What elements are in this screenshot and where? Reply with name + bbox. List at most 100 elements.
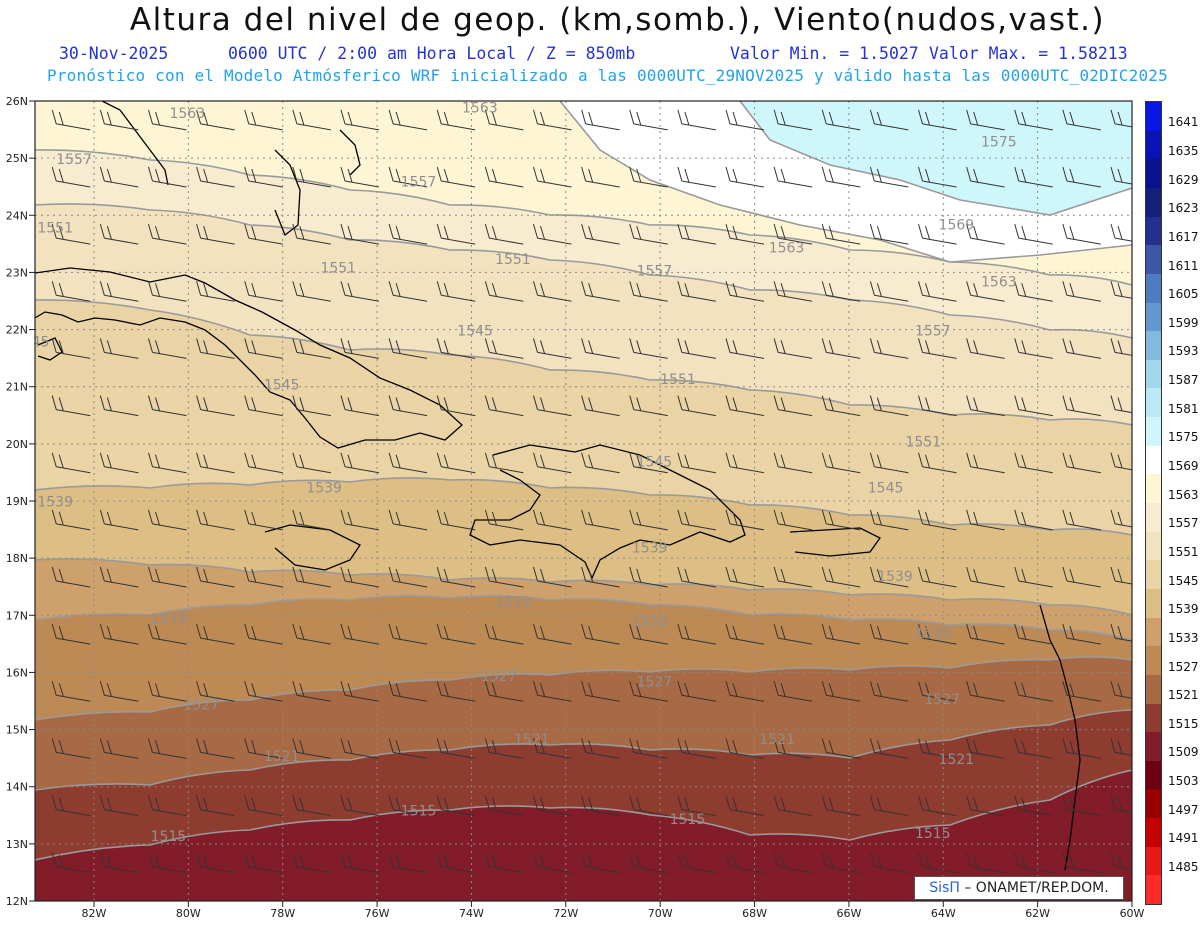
wind-barb: [340, 109, 380, 131]
legend-label: 1641: [1168, 115, 1199, 130]
wind-barb: [677, 681, 716, 702]
wind-barb: [196, 681, 235, 702]
wind-barb: [1014, 509, 1053, 531]
wind-barb: [484, 509, 524, 531]
wind-barb: [1014, 109, 1053, 131]
sispi-logo-text: SisΠ: [929, 880, 960, 896]
wind-barb: [918, 395, 957, 417]
wind-barb: [629, 338, 668, 359]
contour-label: 1515: [151, 829, 187, 845]
wind-barb: [629, 395, 668, 417]
wind-barb: [340, 281, 380, 302]
wind-barb: [629, 738, 668, 759]
wind-barb: [484, 338, 524, 359]
wind-barb: [581, 166, 620, 188]
wind-barb: [1110, 795, 1132, 814]
wind-barb: [51, 338, 91, 359]
wind-barb: [244, 852, 283, 874]
wind-barb: [1062, 795, 1101, 817]
axis-labels: 26N25N24N23N22N21N20N19N18N17N16N15N14N1…: [6, 95, 1145, 920]
contour-label: 1515: [670, 812, 706, 828]
legend-swatch: [1146, 760, 1161, 790]
wind-barb: [821, 281, 861, 302]
legend-label: 1491: [1168, 831, 1199, 846]
lat-label: 25N: [6, 152, 28, 165]
wind-barb: [388, 681, 428, 702]
wind-barb: [148, 109, 187, 131]
wind-barb: [436, 795, 476, 817]
wind-barb: [244, 166, 283, 188]
wind-barb: [244, 738, 283, 759]
legend-swatch: [1146, 302, 1161, 332]
wind-barb: [340, 338, 380, 359]
legend-swatch: [1146, 102, 1161, 132]
legend-label: 1545: [1168, 573, 1199, 588]
wind-barb: [629, 109, 668, 131]
wind-barb: [725, 566, 765, 588]
wind-barb: [581, 624, 620, 645]
legend-label: 1599: [1168, 315, 1199, 330]
contour-label: 1539: [632, 540, 668, 556]
legend-label: 1497: [1168, 802, 1199, 817]
wind-barb: [677, 852, 716, 874]
wind-barb: [99, 166, 139, 188]
legend-label: 1515: [1168, 716, 1199, 731]
wind-barb: [1062, 738, 1101, 759]
wind-barb: [869, 624, 909, 645]
wind-barb: [821, 509, 861, 531]
contour-label: 1569: [939, 218, 975, 234]
legend-swatch: [1146, 503, 1161, 533]
wind-barb: [918, 852, 957, 874]
lon-label: 70W: [648, 907, 673, 920]
legend-swatch: [1146, 159, 1161, 189]
wind-barb: [388, 224, 428, 245]
lon-label: 72W: [553, 907, 578, 920]
wind-barb: [1014, 566, 1053, 588]
wind-barb: [436, 452, 476, 474]
wind-barb: [51, 166, 91, 188]
legend-swatch: [1146, 187, 1161, 218]
legend-swatch: [1146, 359, 1161, 389]
wind-barb: [821, 681, 861, 702]
wind-barb: [725, 681, 765, 702]
wind-barb: [1062, 566, 1101, 588]
wind-barb: [484, 166, 524, 188]
wind-barb: [725, 795, 765, 817]
legend-label: 1509: [1168, 745, 1199, 760]
wind-barb: [388, 338, 428, 359]
wind-barb: [533, 681, 572, 702]
wind-barb: [773, 566, 813, 588]
wind-barb: [629, 624, 668, 645]
contour-label: 1515: [915, 826, 951, 842]
contour-label: 1557: [401, 175, 437, 191]
coastlines: [35, 101, 1081, 871]
wind-barb: [51, 795, 91, 817]
wind-barb: [821, 738, 861, 759]
legend-swatch: [1146, 789, 1161, 819]
wind-barb: [436, 224, 476, 245]
legend-label: 1575: [1168, 430, 1199, 445]
contour-label: 1539: [306, 480, 342, 496]
wind-barb: [966, 681, 1005, 702]
wind-barb: [1110, 681, 1132, 699]
wind-barb: [773, 395, 813, 417]
lat-label: 12N: [6, 895, 28, 908]
wind-barb: [1062, 509, 1101, 531]
wind-barb: [388, 624, 428, 645]
legend-label: 1539: [1168, 602, 1199, 617]
wind-barb: [340, 395, 380, 417]
wind-barb: [1062, 395, 1101, 417]
lon-label: 66W: [836, 907, 861, 920]
forecast-date: 30-Nov-2025: [59, 44, 169, 63]
lat-label: 20N: [6, 438, 28, 451]
wind-barb: [966, 795, 1005, 817]
wind-barb: [533, 509, 572, 531]
wind-barb: [629, 281, 668, 302]
wind-barb: [436, 338, 476, 359]
wind-barb: [869, 566, 909, 588]
legend-swatch: [1146, 445, 1161, 475]
wind-barb: [869, 738, 909, 759]
wind-barb: [918, 509, 957, 531]
wind-barb: [725, 452, 765, 474]
contour-label: 1545: [264, 378, 300, 394]
